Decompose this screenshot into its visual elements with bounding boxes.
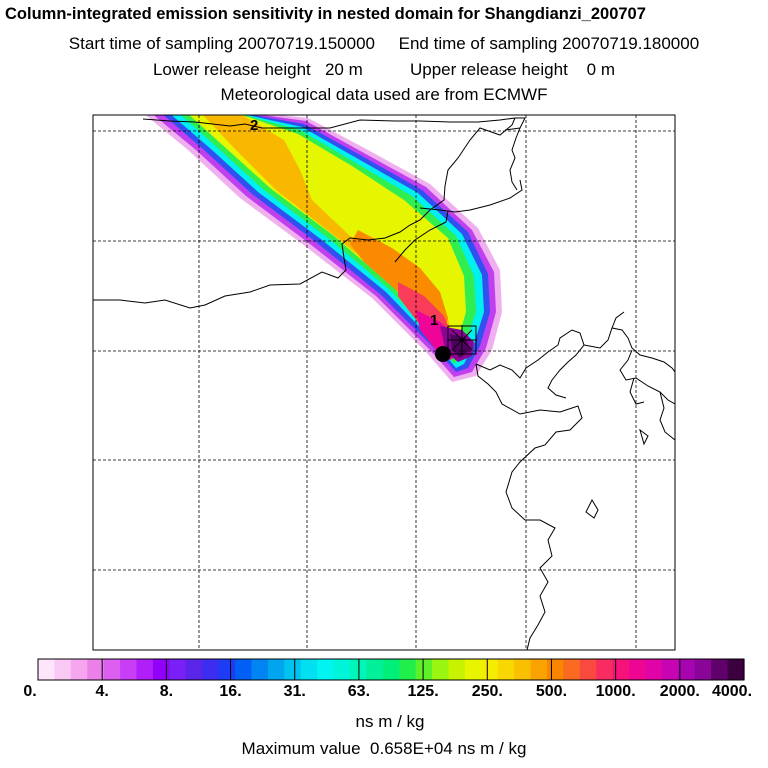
colorbar-dividers xyxy=(101,659,681,680)
colorbar-cell xyxy=(152,659,170,680)
colorbar-frame xyxy=(37,658,745,681)
release-height-line: Lower release height 20 m Upper release … xyxy=(152,60,616,79)
colorbar-cell xyxy=(530,659,548,680)
colorbar-cell xyxy=(284,659,302,680)
contour-label-2: 2 xyxy=(250,117,258,134)
colorbar-tick-label: 31. xyxy=(283,683,306,700)
colorbar-cell xyxy=(382,659,400,680)
plume-layer-orange xyxy=(202,115,452,352)
colorbar-cell xyxy=(185,659,203,680)
colorbar-cell xyxy=(546,659,564,680)
colorbar-cell xyxy=(448,659,466,680)
colorbar-cell xyxy=(432,659,450,680)
colorbar-tick-label: 250. xyxy=(471,683,503,700)
colorbar-cell xyxy=(251,659,269,680)
map-frame xyxy=(92,114,676,651)
colorbar-cell xyxy=(645,659,663,680)
colorbar-cell xyxy=(464,659,482,680)
colorbar-cell xyxy=(497,659,515,680)
colorbar-cell xyxy=(596,659,614,680)
colorbar-cell xyxy=(136,659,154,680)
plume-layer-yellow xyxy=(189,115,466,358)
colorbar-cell xyxy=(235,659,253,680)
colorbar-cell xyxy=(267,659,285,680)
colorbar-tick-label: 125. xyxy=(407,683,439,700)
colorbar-cell xyxy=(87,659,105,680)
colorbar-tick-label: 8. xyxy=(159,683,174,700)
colorbar-units: ns m / kg xyxy=(355,712,425,731)
plot-title: Column-integrated emission sensitivity i… xyxy=(5,5,646,23)
colorbar-tick-label: 2000. xyxy=(659,683,700,700)
colorbar-cell xyxy=(120,659,138,680)
colorbar-cell xyxy=(727,659,745,680)
colorbar-cells xyxy=(38,659,745,680)
colorbar-cell xyxy=(612,659,630,680)
colorbar-cell xyxy=(300,659,318,680)
colorbar-tick-label: 4. xyxy=(95,683,109,700)
colorbar-tick-label: 63. xyxy=(347,683,371,700)
colorbar-cell xyxy=(678,659,696,680)
coastlines xyxy=(93,117,675,650)
plume-layers xyxy=(145,115,502,382)
source-cross-marker xyxy=(447,325,477,355)
colorbar-tick-label: 0. xyxy=(23,683,37,700)
colorbar-cell xyxy=(103,659,121,680)
colorbar-cell xyxy=(399,659,417,680)
colorbar-cell xyxy=(333,659,351,680)
colorbar-cell xyxy=(317,659,335,680)
colorbar-cell xyxy=(629,659,647,680)
lat-lon-grid xyxy=(93,115,675,650)
contour-label-1: 1 xyxy=(430,312,438,329)
colorbar-cell xyxy=(218,659,236,680)
colorbar-cell xyxy=(563,659,581,680)
colorbar-cell xyxy=(415,659,433,680)
colorbar-tick-label: 16. xyxy=(219,683,242,700)
colorbar-cell xyxy=(38,659,56,680)
colorbar-cell xyxy=(202,659,220,680)
sampling-time-line: Start time of sampling 20070719.150000 E… xyxy=(68,34,700,53)
colorbar-tick-label: 1000. xyxy=(595,683,636,700)
colorbar-cell xyxy=(579,659,597,680)
colorbar-cell xyxy=(54,659,72,680)
colorbar-cell xyxy=(661,659,679,680)
colorbar-tick-label: 500. xyxy=(535,683,568,700)
colorbar-cell xyxy=(514,659,532,680)
receptor-marker xyxy=(435,346,451,362)
met-data-line: Meteorological data used are from ECMWF xyxy=(220,85,548,104)
colorbar-tick-label: 4000. xyxy=(711,683,753,700)
colorbar-cell xyxy=(169,659,187,680)
colorbar-cell xyxy=(711,659,729,680)
colorbar-cell xyxy=(366,659,384,680)
colorbar-cell xyxy=(694,659,712,680)
maximum-value-text: Maximum value 0.658E+04 ns m / kg xyxy=(241,739,527,758)
colorbar-cell xyxy=(481,659,499,680)
colorbar-cell xyxy=(70,659,88,680)
